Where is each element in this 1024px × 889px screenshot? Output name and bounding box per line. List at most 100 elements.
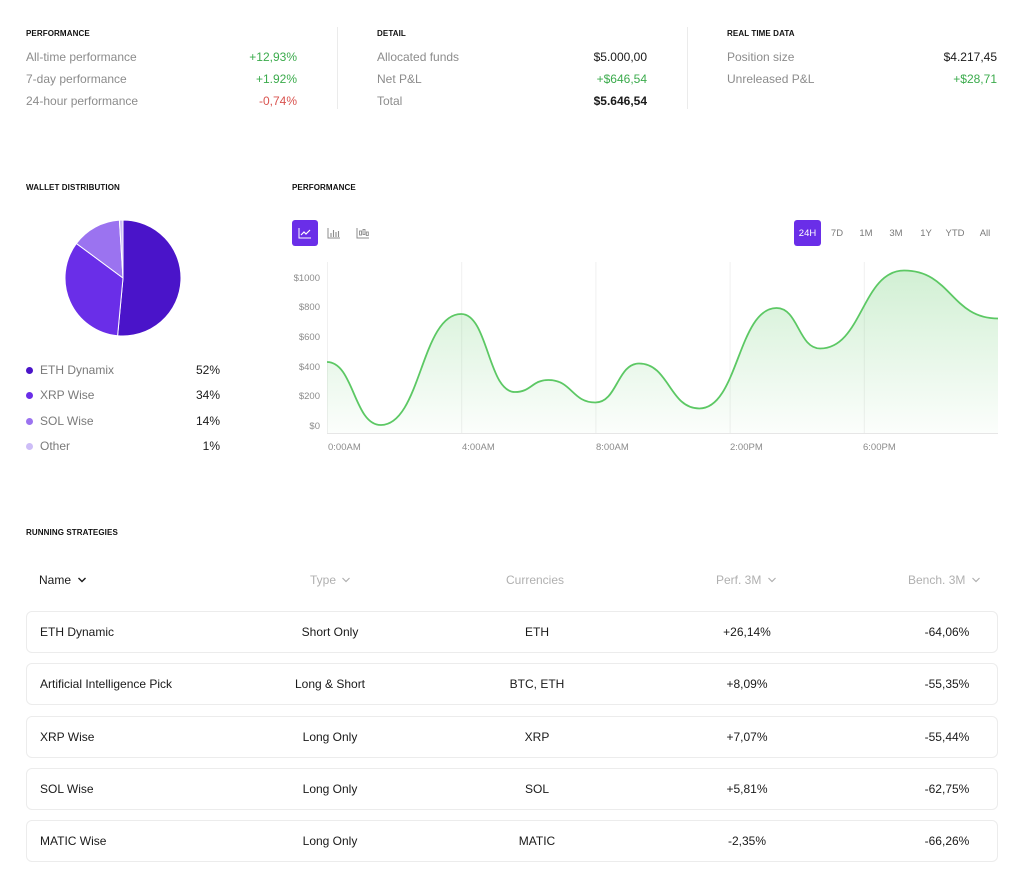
x-tick-label: 4:00AM: [462, 442, 495, 453]
strategy-currencies: ETH: [525, 625, 549, 639]
legend-label: SOL Wise: [40, 414, 94, 428]
legend-item: SOL Wise 14%: [26, 414, 220, 430]
strategy-type: Long Only: [302, 834, 358, 848]
chart-section-title: PERFORMANCE: [292, 183, 356, 192]
performance-series-line: [327, 269, 998, 426]
stat-value: $4.217,45: [943, 50, 997, 64]
legend-item: Other 1%: [26, 439, 220, 455]
strategy-currencies: BTC, ETH: [509, 677, 565, 691]
y-tick-label: $400: [298, 362, 320, 373]
legend-dot: [26, 392, 33, 399]
stat-label: 7-day performance: [26, 72, 127, 86]
strategy-bench: -62,75%: [924, 782, 970, 796]
y-tick-label: $800: [298, 302, 320, 313]
performance-area-fill: [327, 270, 998, 434]
sort-by-bench-button[interactable]: Bench. 3M: [908, 573, 981, 587]
stat-label: Position size: [727, 50, 795, 64]
stat-label: Net P&L: [377, 72, 422, 86]
y-tick-label: $1000: [293, 273, 320, 284]
strategy-type: Short Only: [301, 625, 359, 639]
strategy-row[interactable]: SOL Wise Long Only SOL +5,81% -62,75%: [26, 768, 998, 810]
chevron-down-icon: [767, 577, 776, 583]
header-currencies: Currencies: [506, 573, 565, 587]
strategy-perf: +26,14%: [723, 625, 771, 639]
detail-section-title: DETAIL: [377, 29, 406, 38]
header-type-label: Type: [310, 573, 337, 587]
divider: [687, 27, 688, 109]
wallet-pie-chart: [64, 219, 182, 337]
strategy-type: Long & Short: [294, 677, 366, 691]
stat-value: $5.646,54: [593, 94, 647, 108]
strategy-bench: -66,26%: [924, 834, 970, 848]
strategy-row[interactable]: Artificial Intelligence Pick Long & Shor…: [26, 663, 998, 705]
candlestick-chart-button[interactable]: [350, 220, 376, 246]
strategy-name: ETH Dynamic: [40, 625, 115, 639]
range-1y[interactable]: 1Y: [920, 227, 932, 239]
legend-percent: 52%: [195, 363, 220, 377]
legend-label: ETH Dynamix: [40, 363, 115, 377]
x-tick-label: 8:00AM: [596, 442, 629, 453]
range-3m[interactable]: 3M: [889, 227, 903, 239]
stat-value: +12,93%: [249, 50, 297, 64]
sort-by-perf-button[interactable]: Perf. 3M: [716, 573, 777, 587]
legend-percent: 34%: [195, 388, 220, 402]
performance-section-title: PERFORMANCE: [26, 29, 90, 38]
strategy-row[interactable]: MATIC Wise Long Only MATIC -2,35% -66,26…: [26, 820, 998, 862]
strategy-perf: -2,35%: [727, 834, 767, 848]
line-chart-button[interactable]: [292, 220, 318, 246]
strategy-perf: +5,81%: [726, 782, 768, 796]
stat-label: All-time performance: [26, 50, 137, 64]
legend-percent: 1%: [202, 439, 220, 453]
chevron-down-icon: [971, 577, 980, 583]
sort-by-name-button[interactable]: Name: [39, 573, 87, 587]
strategy-bench: -55,35%: [924, 677, 970, 691]
performance-line-chart: [327, 262, 998, 434]
strategy-row[interactable]: XRP Wise Long Only XRP +7,07% -55,44%: [26, 716, 998, 758]
stat-value: $5.000,00: [593, 50, 647, 64]
y-tick-label: $600: [298, 332, 320, 343]
legend-label: XRP Wise: [40, 388, 95, 402]
line-chart-icon: [298, 228, 311, 239]
bar-chart-button[interactable]: [321, 220, 347, 246]
range-7d[interactable]: 7D: [830, 227, 844, 239]
header-bench-label: Bench. 3M: [908, 573, 966, 587]
strategy-currencies: XRP: [524, 730, 550, 744]
strategy-perf: +8,09%: [726, 677, 768, 691]
stat-value: -0,74%: [258, 94, 297, 108]
strategy-currencies: SOL: [524, 782, 549, 796]
strategy-name: XRP Wise: [40, 730, 95, 744]
stat-label: Total: [377, 94, 403, 108]
stat-value: +$646,54: [596, 72, 647, 86]
range-ytd[interactable]: YTD: [945, 227, 965, 239]
legend-dot: [26, 418, 33, 425]
pie-slice-1: [64, 242, 124, 337]
legend-dot: [26, 443, 33, 450]
strategy-perf: +7,07%: [726, 730, 768, 744]
strategy-name: SOL Wise: [40, 782, 94, 796]
legend-percent: 14%: [195, 414, 220, 428]
range-24h[interactable]: 24H: [794, 220, 821, 246]
legend-label: Other: [40, 439, 71, 453]
stat-label: Allocated funds: [377, 50, 460, 64]
stat-label: Unreleased P&L: [727, 72, 815, 86]
legend-item: XRP Wise 34%: [26, 388, 220, 404]
sort-by-type-button[interactable]: Type: [310, 573, 351, 587]
candlestick-chart-icon: [356, 228, 369, 239]
strategy-row[interactable]: ETH Dynamic Short Only ETH +26,14% -64,0…: [26, 611, 998, 653]
pie-slice-3: [118, 219, 124, 279]
range-1m[interactable]: 1M: [859, 227, 873, 239]
y-tick-label: $0: [309, 421, 320, 432]
strategy-bench: -64,06%: [924, 625, 970, 639]
strategy-currencies: MATIC: [518, 834, 556, 848]
strategy-bench: -55,44%: [924, 730, 970, 744]
x-tick-label: 0:00AM: [328, 442, 361, 453]
range-all[interactable]: All: [979, 227, 991, 239]
divider: [337, 27, 338, 109]
strategy-type: Long Only: [302, 730, 358, 744]
pie-slice-0: [117, 219, 182, 337]
chevron-down-icon: [78, 577, 87, 583]
legend-item: ETH Dynamix 52%: [26, 363, 220, 379]
strategies-section-title: RUNNING STRATEGIES: [26, 528, 118, 537]
x-tick-label: 6:00PM: [863, 442, 896, 453]
legend-dot: [26, 367, 33, 374]
